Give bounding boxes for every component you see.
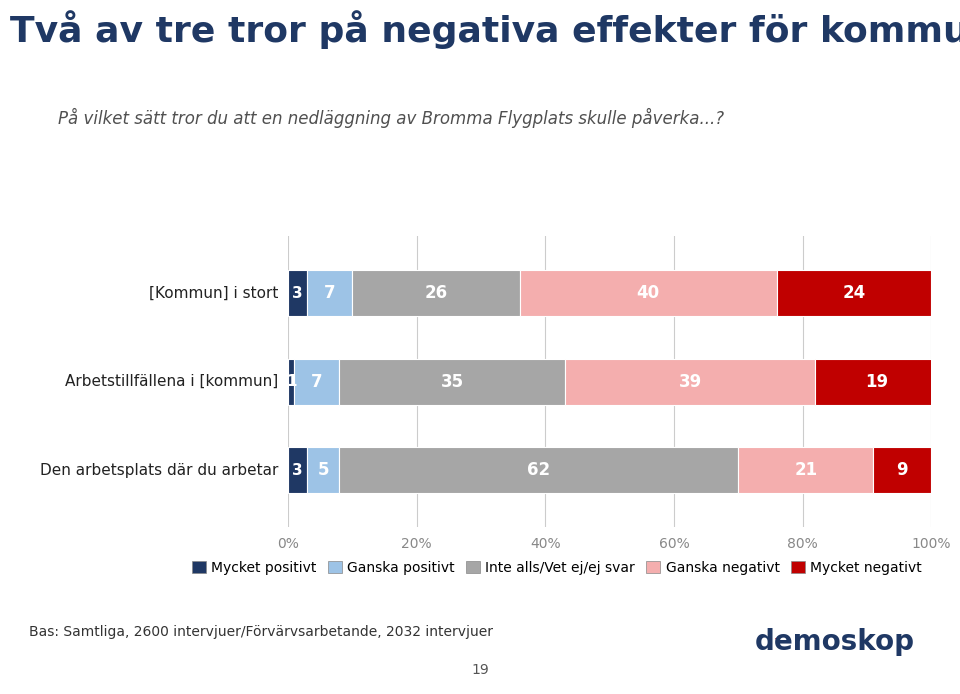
Bar — [295, 359, 340, 405]
Text: [Kommun] i stort: [Kommun] i stort — [149, 286, 278, 301]
Bar — [564, 359, 815, 405]
Text: Två av tre tror på negativa effekter för kommunen: Två av tre tror på negativa effekter för… — [10, 10, 960, 49]
Bar — [874, 447, 931, 493]
Text: 62: 62 — [527, 461, 550, 479]
Text: Bas: Samtliga, 2600 intervjuer/Förvärvsarbetande, 2032 intervjuer: Bas: Samtliga, 2600 intervjuer/Förvärvsa… — [29, 625, 492, 638]
Text: 19: 19 — [471, 663, 489, 677]
Text: 39: 39 — [679, 373, 702, 391]
Text: demoskop: demoskop — [756, 628, 915, 656]
Bar — [288, 447, 307, 493]
Text: Arbetstillfällena i [kommun]: Arbetstillfällena i [kommun] — [65, 374, 278, 389]
Text: 7: 7 — [324, 285, 336, 303]
Text: 40: 40 — [636, 285, 660, 303]
Text: 3: 3 — [293, 286, 303, 301]
Bar — [815, 359, 938, 405]
Text: 21: 21 — [794, 461, 817, 479]
Bar — [777, 271, 931, 316]
Text: 7: 7 — [311, 373, 323, 391]
Bar — [307, 447, 340, 493]
Text: 35: 35 — [441, 373, 464, 391]
Text: 24: 24 — [842, 285, 866, 303]
Text: 19: 19 — [865, 373, 888, 391]
Text: 26: 26 — [424, 285, 447, 303]
Bar — [340, 359, 564, 405]
Bar — [288, 359, 295, 405]
Bar — [519, 271, 777, 316]
Bar — [340, 447, 738, 493]
Text: 3: 3 — [293, 462, 303, 477]
Text: 1: 1 — [286, 374, 297, 389]
Text: Den arbetsplats där du arbetar: Den arbetsplats där du arbetar — [40, 462, 278, 477]
Text: 5: 5 — [318, 461, 329, 479]
Bar — [352, 271, 519, 316]
Legend: Mycket positivt, Ganska positivt, Inte alls/Vet ej/ej svar, Ganska negativt, Myc: Mycket positivt, Ganska positivt, Inte a… — [186, 555, 927, 580]
Text: På vilket sätt tror du att en nedläggning av Bromma Flygplats skulle påverka...?: På vilket sätt tror du att en nedläggnin… — [58, 108, 724, 128]
Bar — [288, 271, 307, 316]
Text: 9: 9 — [897, 461, 908, 479]
Bar — [738, 447, 874, 493]
Bar — [307, 271, 352, 316]
